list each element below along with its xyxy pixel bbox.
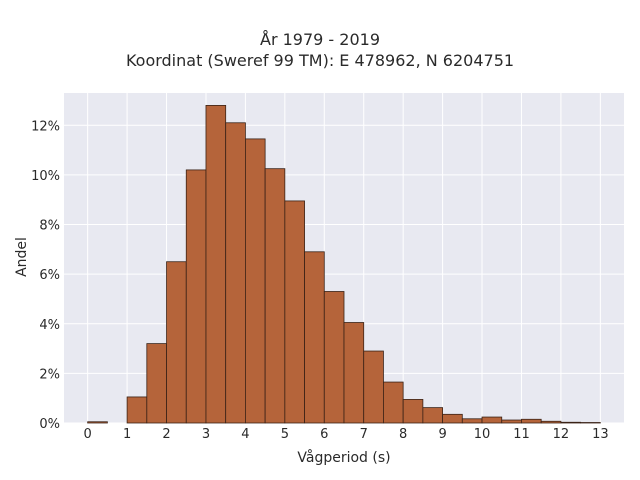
x-tick-label: 9 bbox=[438, 427, 446, 442]
histogram-bar bbox=[304, 251, 325, 424]
histogram-bar bbox=[166, 261, 187, 424]
x-axis-label: Vågperiod (s) bbox=[297, 449, 390, 466]
histogram-bar bbox=[363, 350, 384, 424]
histogram-bar bbox=[521, 418, 542, 424]
histogram-bar bbox=[501, 419, 522, 424]
y-tick-label: 6% bbox=[39, 268, 60, 283]
x-tick-labels: 0 1 2 3 4 5 6 7 8 9 10 11 12 13 bbox=[84, 427, 609, 442]
y-tick-label: 0% bbox=[39, 417, 60, 432]
x-tick-label: 10 bbox=[474, 427, 491, 442]
bars-group bbox=[87, 105, 601, 424]
y-tick-label: 10% bbox=[31, 169, 60, 184]
x-tick-label: 6 bbox=[320, 427, 328, 442]
histogram-bar bbox=[245, 138, 266, 424]
y-tick-label: 2% bbox=[39, 367, 60, 382]
chart-title: År 1979 - 2019 bbox=[260, 30, 380, 49]
histogram-bar bbox=[442, 413, 463, 424]
x-tick-label: 13 bbox=[592, 427, 609, 442]
x-tick-label: 2 bbox=[162, 427, 170, 442]
x-tick-label: 1 bbox=[123, 427, 131, 442]
histogram-bar bbox=[383, 381, 404, 424]
histogram-bar bbox=[205, 105, 227, 424]
histogram-bar bbox=[402, 399, 424, 424]
chart-subtitle: Koordinat (Sweref 99 TM): E 478962, N 62… bbox=[125, 51, 515, 70]
histogram-bar bbox=[461, 418, 483, 424]
y-tick-label: 4% bbox=[39, 318, 60, 333]
histogram-bar bbox=[343, 322, 365, 424]
histogram-bar bbox=[264, 168, 286, 424]
y-tick-label: 12% bbox=[31, 119, 60, 134]
x-tick-label: 4 bbox=[241, 427, 249, 442]
histogram-bar bbox=[284, 200, 305, 424]
histogram-bar bbox=[540, 420, 562, 424]
histogram-bar bbox=[185, 169, 207, 424]
x-tick-label: 7 bbox=[360, 427, 368, 442]
x-tick-label: 0 bbox=[84, 427, 92, 442]
x-tick-label: 8 bbox=[399, 427, 407, 442]
y-axis-label: Andel bbox=[14, 237, 30, 277]
x-tick-label: 11 bbox=[513, 427, 530, 442]
histogram-bar bbox=[146, 343, 167, 424]
histogram-bar bbox=[323, 291, 345, 424]
histogram-bar bbox=[560, 421, 582, 424]
histogram-bar bbox=[225, 122, 246, 424]
y-tick-labels: 0% 2% 4% 6% 8% 10% 12% bbox=[31, 119, 60, 432]
x-tick-label: 5 bbox=[281, 427, 289, 442]
histogram-bar bbox=[87, 421, 108, 424]
y-tick-label: 8% bbox=[39, 219, 60, 234]
x-tick-label: 12 bbox=[553, 427, 570, 442]
x-tick-label: 3 bbox=[202, 427, 210, 442]
histogram-bar bbox=[481, 416, 503, 424]
histogram-bar bbox=[422, 407, 443, 424]
histogram-bar bbox=[126, 396, 148, 424]
